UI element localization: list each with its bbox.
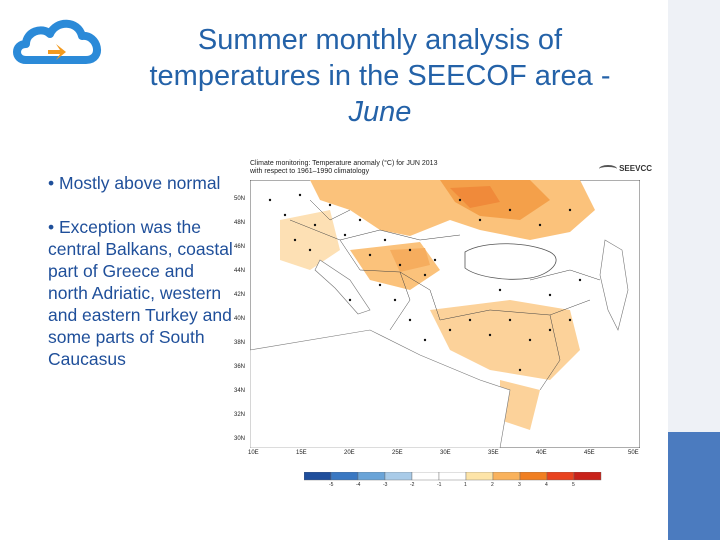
lat-label: 36N bbox=[234, 364, 246, 370]
lat-label: 38N bbox=[234, 340, 246, 346]
lat-label: 44N bbox=[234, 268, 246, 274]
seevcc-logo: SEEVCC bbox=[599, 164, 652, 173]
adriatic-sea bbox=[314, 259, 371, 315]
lon-label: 45E bbox=[584, 450, 595, 456]
anomaly-region-west bbox=[280, 210, 340, 270]
lat-label: 46N bbox=[234, 244, 246, 250]
colorbar-segment bbox=[357, 472, 386, 481]
colorbar-label: -3 bbox=[383, 482, 388, 488]
colorbar-label: 1 bbox=[464, 482, 467, 488]
lat-label: 40N bbox=[234, 316, 246, 322]
bullet-item: • Mostly above normal bbox=[48, 173, 221, 193]
anomaly-region-hot bbox=[450, 186, 500, 208]
map-header-line-2: with respect to 1961–1990 climatology bbox=[250, 168, 370, 175]
lon-label: 25E bbox=[392, 450, 403, 456]
colorbar-segment bbox=[492, 472, 521, 481]
lat-label: 50N bbox=[234, 196, 246, 202]
colorbar-label: -5 bbox=[329, 482, 334, 488]
lon-label: 35E bbox=[488, 450, 499, 456]
colorbar-segment bbox=[519, 472, 548, 481]
colorbar-label: 2 bbox=[491, 482, 494, 488]
colorbar-label: 5 bbox=[572, 482, 575, 488]
anomaly-region-levant bbox=[500, 380, 540, 430]
colorbar-segment bbox=[573, 472, 602, 481]
lon-label: 10E bbox=[248, 450, 259, 456]
colorbar-label: -4 bbox=[356, 482, 361, 488]
colorbar-label: -1 bbox=[437, 482, 442, 488]
caspian-sea bbox=[599, 239, 629, 331]
lon-label: 50E bbox=[628, 450, 639, 456]
lat-label: 30N bbox=[234, 436, 246, 442]
mediterranean-sea bbox=[250, 329, 511, 448]
map-header: Climate monitoring: Temperature anomaly … bbox=[250, 160, 437, 176]
colorbar-segment bbox=[465, 472, 494, 481]
lat-label: 32N bbox=[234, 412, 246, 418]
colorbar-label: -2 bbox=[410, 482, 415, 488]
colorbar-segment bbox=[304, 472, 332, 481]
temperature-anomaly-map: Climate monitoring: Temperature anomaly … bbox=[232, 156, 662, 488]
title-line-2: temperatures in the SEECOF area - bbox=[149, 60, 611, 92]
lat-label: 42N bbox=[234, 292, 246, 298]
cloud-logo-icon bbox=[13, 19, 101, 64]
colorbar-segment bbox=[384, 472, 413, 481]
map-canvas bbox=[250, 180, 640, 448]
colorbar-label: 3 bbox=[518, 482, 521, 488]
colorbar-segment bbox=[546, 472, 575, 481]
lat-label: 48N bbox=[234, 220, 246, 226]
seevcc-logo-text: SEEVCC bbox=[619, 164, 652, 173]
lon-label: 30E bbox=[440, 450, 451, 456]
lon-label: 15E bbox=[296, 450, 307, 456]
country-borders bbox=[289, 199, 601, 391]
right-decor-bar-accent bbox=[668, 432, 720, 540]
lat-label: 34N bbox=[234, 388, 246, 394]
slide-title: Summer monthly analysis of temperatures … bbox=[110, 22, 650, 130]
bullet-item: • Exception was the central Balkans, coa… bbox=[48, 217, 233, 369]
black-sea bbox=[464, 243, 557, 280]
colorbar-segment bbox=[411, 472, 440, 481]
colorbar bbox=[304, 472, 602, 481]
colorbar-segments bbox=[304, 472, 602, 481]
bullet-list: • Mostly above normal • Exception was th… bbox=[48, 172, 233, 392]
lon-label: 20E bbox=[344, 450, 355, 456]
right-decor-bar bbox=[668, 0, 720, 540]
colorbar-segment bbox=[330, 472, 359, 481]
lon-label: 40E bbox=[536, 450, 547, 456]
title-line-1: Summer monthly analysis of bbox=[197, 24, 563, 56]
station-markers bbox=[268, 193, 582, 372]
anomaly-region-turkey bbox=[430, 300, 580, 380]
map-header-line-1: Climate monitoring: Temperature anomaly … bbox=[250, 160, 438, 167]
colorbar-segment bbox=[438, 472, 467, 481]
title-line-3: June bbox=[348, 96, 412, 128]
colorbar-label: 4 bbox=[545, 482, 548, 488]
wave-icon bbox=[599, 164, 618, 173]
